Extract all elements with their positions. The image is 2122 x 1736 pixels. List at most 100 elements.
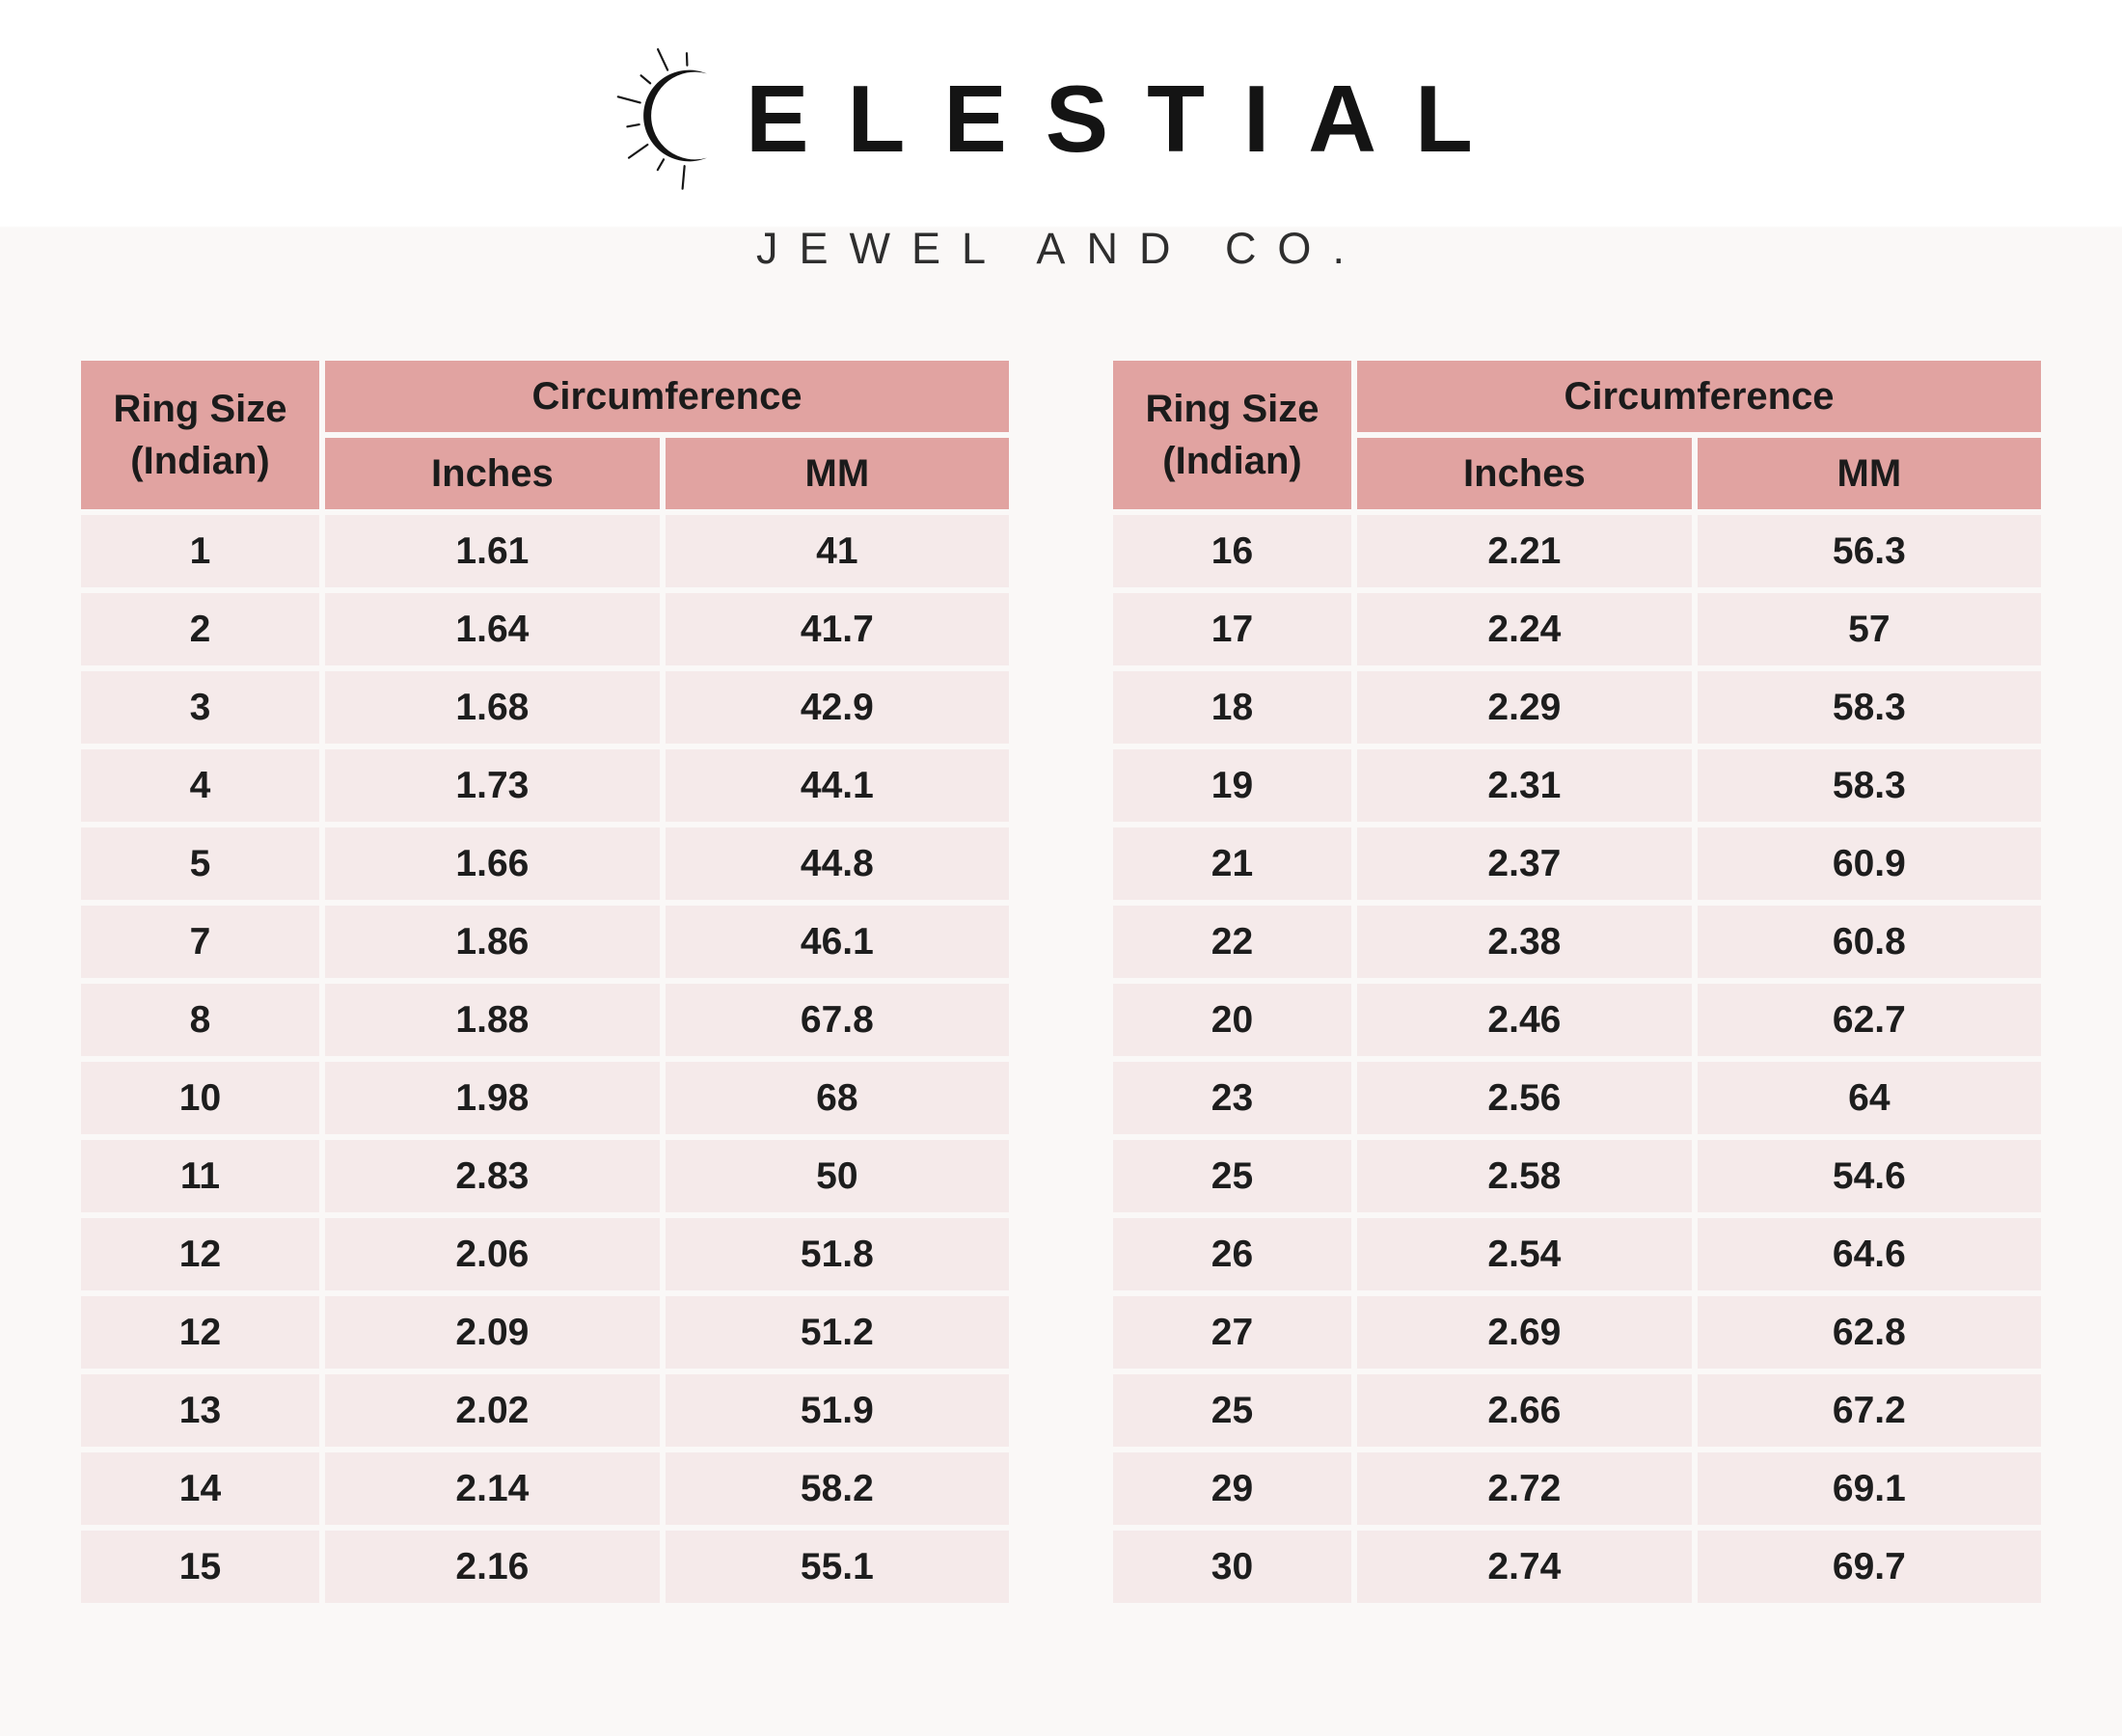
table-cell: 69.1 [1697,1452,2041,1525]
table-row: 5 1.66 44.8 [81,827,1009,900]
table-cell: 58.3 [1697,749,2041,822]
table-cell: 14 [81,1452,319,1525]
table-row: 15 2.16 55.1 [81,1531,1009,1603]
table-row: 20 2.46 62.7 [1113,984,2041,1056]
table-row: 18 2.29 58.3 [1113,671,2041,744]
header-circumference: Circumference [325,361,1009,432]
table-cell: 19 [1113,749,1351,822]
table-cell: 1.88 [325,984,660,1056]
table-cell: 2.02 [325,1374,660,1447]
table-cell: 46.1 [665,906,1009,978]
table-cell: 20 [1113,984,1351,1056]
ring-size-table-left: Ring Size (Indian) Circumference Inches … [75,355,1015,1609]
table-cell: 2.58 [1357,1140,1692,1212]
table-row: 13 2.02 51.9 [81,1374,1009,1447]
header-circumference: Circumference [1357,361,2041,432]
table-cell: 2.46 [1357,984,1692,1056]
table-cell: 2.16 [325,1531,660,1603]
table-cell: 7 [81,906,319,978]
table-cell: 2.38 [1357,906,1692,978]
table-cell: 15 [81,1531,319,1603]
table-row: 14 2.14 58.2 [81,1452,1009,1525]
table-cell: 11 [81,1140,319,1212]
table-cell: 13 [81,1374,319,1447]
table-cell: 1.61 [325,515,660,587]
table-cell: 25 [1113,1374,1351,1447]
table-cell: 2 [81,593,319,665]
table-cell: 2.37 [1357,827,1692,900]
table-row: 22 2.38 60.8 [1113,906,2041,978]
table-cell: 5 [81,827,319,900]
table-cell: 41.7 [665,593,1009,665]
table-cell: 60.9 [1697,827,2041,900]
table-cell: 8 [81,984,319,1056]
table-row: 29 2.72 69.1 [1113,1452,2041,1525]
table-cell: 1.66 [325,827,660,900]
table-cell: 57 [1697,593,2041,665]
table-cell: 51.2 [665,1296,1009,1369]
table-cell: 64.6 [1697,1218,2041,1290]
ring-size-table-right: Ring Size (Indian) Circumference Inches … [1107,355,2047,1609]
table-cell: 42.9 [665,671,1009,744]
table-row: 10 1.98 68 [81,1062,1009,1134]
table-cell: 1 [81,515,319,587]
table-cell: 26 [1113,1218,1351,1290]
table-cell: 17 [1113,593,1351,665]
table-cell: 58.2 [665,1452,1009,1525]
table-cell: 2.72 [1357,1452,1692,1525]
table-cell: 23 [1113,1062,1351,1134]
table-cell: 2.69 [1357,1296,1692,1369]
table-cell: 1.68 [325,671,660,744]
table-row: 3 1.68 42.9 [81,671,1009,744]
brand-logo-row: ELESTIAL [0,27,2122,210]
header-ring-size: Ring Size (Indian) [1113,361,1351,509]
table-cell: 22 [1113,906,1351,978]
size-charts: Ring Size (Indian) Circumference Inches … [0,355,2122,1609]
table-cell: 1.64 [325,593,660,665]
header-mm: MM [1697,438,2041,509]
table-cell: 12 [81,1218,319,1290]
table-cell: 58.3 [1697,671,2041,744]
brand-logo: ELESTIAL JEWEL AND CO. [0,0,2122,274]
table-cell: 12 [81,1296,319,1369]
table-cell: 62.8 [1697,1296,2041,1369]
table-cell: 4 [81,749,319,822]
brand-tagline: JEWEL AND CO. [756,224,1366,273]
table-cell: 21 [1113,827,1351,900]
table-cell: 16 [1113,515,1351,587]
table-row: 17 2.24 57 [1113,593,2041,665]
table-row: 21 2.37 60.9 [1113,827,2041,900]
table-row: 12 2.09 51.2 [81,1296,1009,1369]
brand-name: ELESTIAL [746,66,1511,172]
table-cell: 55.1 [665,1531,1009,1603]
table-cell: 25 [1113,1140,1351,1212]
table-row: 4 1.73 44.1 [81,749,1009,822]
table-row: 23 2.56 64 [1113,1062,2041,1134]
header-inches: Inches [1357,438,1692,509]
table-cell: 60.8 [1697,906,2041,978]
table-cell: 51.9 [665,1374,1009,1447]
header-mm: MM [665,438,1009,509]
crescent-sun-icon [616,48,708,190]
table-row: 26 2.54 64.6 [1113,1218,2041,1290]
table-cell: 3 [81,671,319,744]
table-cell: 27 [1113,1296,1351,1369]
table-cell: 50 [665,1140,1009,1212]
table-row: 2 1.64 41.7 [81,593,1009,665]
table-row: 16 2.21 56.3 [1113,515,2041,587]
header-ring-size: Ring Size (Indian) [81,361,319,509]
header-ring-size-line2: (Indian) [130,440,270,482]
table-cell: 10 [81,1062,319,1134]
table-cell: 2.24 [1357,593,1692,665]
table-cell: 2.54 [1357,1218,1692,1290]
table-row: 11 2.83 50 [81,1140,1009,1212]
table-cell: 1.73 [325,749,660,822]
table-cell: 18 [1113,671,1351,744]
table-cell: 1.98 [325,1062,660,1134]
table-row: 19 2.31 58.3 [1113,749,2041,822]
header-ring-size-line1: Ring Size [113,388,287,430]
table-cell: 54.6 [1697,1140,2041,1212]
table-cell: 62.7 [1697,984,2041,1056]
table-cell: 2.14 [325,1452,660,1525]
